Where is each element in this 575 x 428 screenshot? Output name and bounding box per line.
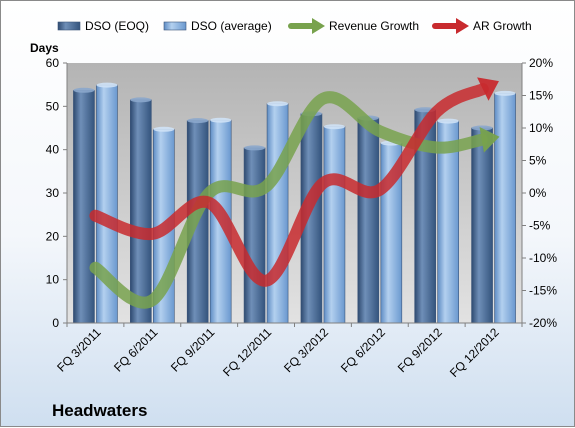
x-axis-ticks: FQ 3/2011 FQ 6/2011 FQ 9/2011 FQ 12/2011 FQ … — [54, 323, 523, 380]
dso-average-bar — [266, 103, 289, 324]
y-right-tick-label: -10% — [529, 251, 557, 265]
ar-growth-legend-label: AR Growth — [473, 19, 532, 33]
x-tick-label: FQ 12/2012 — [447, 325, 502, 380]
y-right-tick-label: -20% — [529, 316, 557, 330]
dso-average-legend-label: DSO (average) — [191, 19, 272, 33]
dso-eoq-bar-top — [471, 125, 493, 131]
dso-eoq-bar — [73, 90, 95, 324]
dso-eoq-legend-label: DSO (EOQ) — [85, 19, 149, 33]
dso-average-bar-top — [210, 117, 232, 123]
x-tick-label: FQ 9/2011 — [168, 325, 218, 375]
ar-growth-line — [89, 83, 489, 287]
dso-eoq-bar-top — [130, 97, 152, 103]
revenue-growth-legend-arrowhead — [312, 18, 325, 34]
y-right-tick-label: 10% — [529, 121, 553, 135]
dso-average-bar — [494, 93, 516, 324]
dso-average-bar-top — [96, 82, 118, 88]
dso-eoq-bar-top — [187, 118, 209, 124]
y-left-tick-label: 10 — [46, 273, 60, 287]
y-left-tick-label: 60 — [46, 56, 60, 70]
y-right-tick-label: 15% — [529, 89, 553, 103]
dso-average-legend-swatch — [163, 21, 187, 31]
company-name: Headwaters — [52, 401, 147, 420]
x-tick-label: FQ 6/2012 — [338, 325, 388, 375]
ar-growth-arrowhead — [477, 77, 499, 101]
x-tick-label: FQ 3/2012 — [281, 325, 331, 375]
y-axis-title: Days — [30, 41, 59, 55]
y-right-tick-label: -5% — [529, 219, 551, 233]
y-left-tick-label: 20 — [46, 229, 60, 243]
y-right-tick-label: 5% — [529, 154, 547, 168]
dso-average-bar-top — [494, 90, 516, 96]
dso-eoq-legend-swatch — [57, 21, 81, 31]
dso-eoq-bar — [471, 127, 493, 324]
growth-lines-layer — [89, 77, 500, 309]
revenue-growth-arrowhead — [479, 126, 500, 153]
dso-average-bar-top — [267, 101, 289, 107]
y-left-tick-label: 30 — [46, 186, 60, 200]
dso-eoq-bar-top — [73, 87, 95, 93]
y-right-tick-label: -15% — [529, 284, 557, 298]
y-left-tick-label: 50 — [46, 99, 60, 113]
legend: DSO (EOQ) DSO (average) Revenue Growth AR G… — [57, 18, 532, 34]
y-left-tick-label: 40 — [46, 143, 60, 157]
ar-growth-legend-arrowhead — [456, 18, 469, 34]
x-tick-label: FQ 12/2011 — [220, 325, 274, 379]
x-tick-label: FQ 6/2011 — [111, 325, 161, 375]
y-left-tick-label: 0 — [52, 316, 59, 330]
dso-eoq-bar — [243, 147, 266, 324]
x-tick-label: FQ 3/2011 — [54, 325, 104, 375]
y-right-tick-label: 20% — [529, 56, 553, 70]
dso-eoq-bar — [130, 99, 152, 324]
dso-eoq-bar-top — [244, 145, 266, 151]
dso-average-bar-top — [437, 118, 459, 124]
dso-average-bar-top — [153, 126, 175, 132]
y-right-tick-label: 0% — [529, 186, 547, 200]
dso-average-bar — [323, 126, 346, 324]
y-axis-left-ticks: 0 10 20 30 40 50 60 — [46, 56, 67, 330]
y-axis-right-ticks: -20% -15% -10% -5% 0% 5% 10% 15% 20% — [522, 56, 557, 330]
revenue-growth-legend-label: Revenue Growth — [329, 19, 419, 33]
x-tick-label: FQ 9/2012 — [395, 325, 445, 375]
dso-average-bar-top — [323, 124, 345, 130]
dso-eoq-bar — [357, 117, 380, 324]
